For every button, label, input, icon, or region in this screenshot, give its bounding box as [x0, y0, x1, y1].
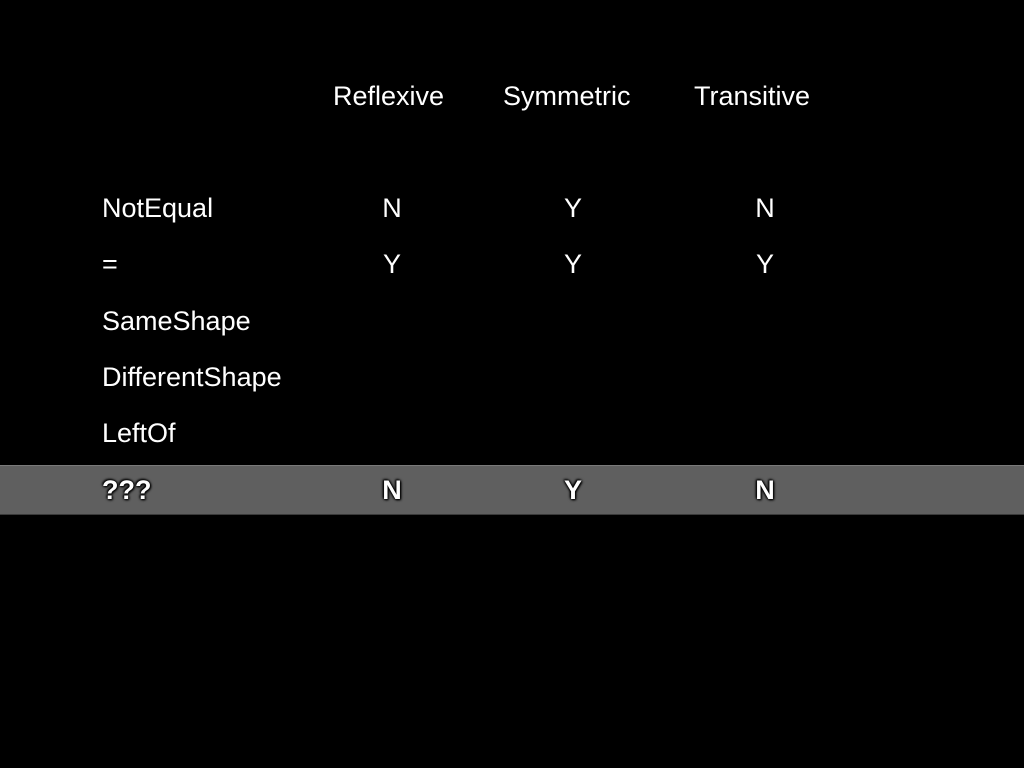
cell-transitive: Y	[755, 249, 774, 279]
cell-transitive: N	[755, 193, 775, 223]
cell-symmetric: Y	[563, 475, 582, 505]
cell-symmetric: Y	[563, 193, 582, 223]
cell-symmetric: Y	[563, 249, 582, 279]
table-row-notequal: NotEqual N Y N	[0, 184, 1024, 232]
row-label: NotEqual	[102, 193, 214, 223]
cell-reflexive: N	[382, 475, 402, 505]
cell-transitive: N	[755, 475, 775, 505]
row-label: LeftOf	[102, 418, 176, 448]
header-reflexive: Reflexive	[333, 81, 445, 111]
header-transitive: Transitive	[694, 81, 811, 111]
table-row-differentshape: DifferentShape	[0, 353, 1024, 401]
row-label: =	[102, 249, 118, 279]
row-label: ???	[102, 475, 152, 505]
header-symmetric: Symmetric	[503, 81, 631, 111]
row-label: DifferentShape	[102, 362, 282, 392]
table-row-leftof: LeftOf	[0, 409, 1024, 457]
row-label: SameShape	[102, 306, 251, 336]
table-row-equals: = Y Y Y	[0, 240, 1024, 288]
table-row-sameshape: SameShape	[0, 297, 1024, 345]
cell-reflexive: N	[382, 193, 402, 223]
table-row-unknown-highlighted: ??? N Y N	[0, 465, 1024, 515]
cell-reflexive: Y	[382, 249, 401, 279]
